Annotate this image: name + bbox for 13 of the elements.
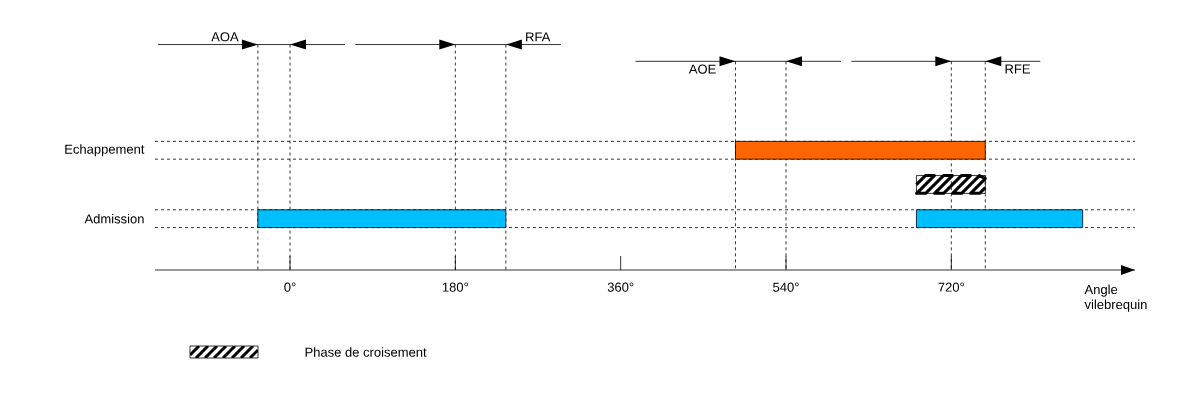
text: AOE (688, 64, 716, 74)
y-tick-label: Admission (84, 213, 144, 224)
text: Phase de croisement (305, 347, 427, 357)
text: AOA (211, 32, 239, 42)
y-tick-label: Echappement (65, 144, 145, 157)
text: RFA (526, 32, 551, 42)
x-tick-label: 180° (442, 282, 468, 292)
x-tick-label: 0° (284, 282, 296, 292)
x-axis-title: Angle vilebrequin (1084, 284, 1147, 312)
text: RFE (1005, 64, 1030, 74)
x-tick-label: 540° (773, 282, 799, 292)
x-tick-label: 720° (938, 282, 964, 292)
x-tick-label: 360° (607, 282, 634, 292)
